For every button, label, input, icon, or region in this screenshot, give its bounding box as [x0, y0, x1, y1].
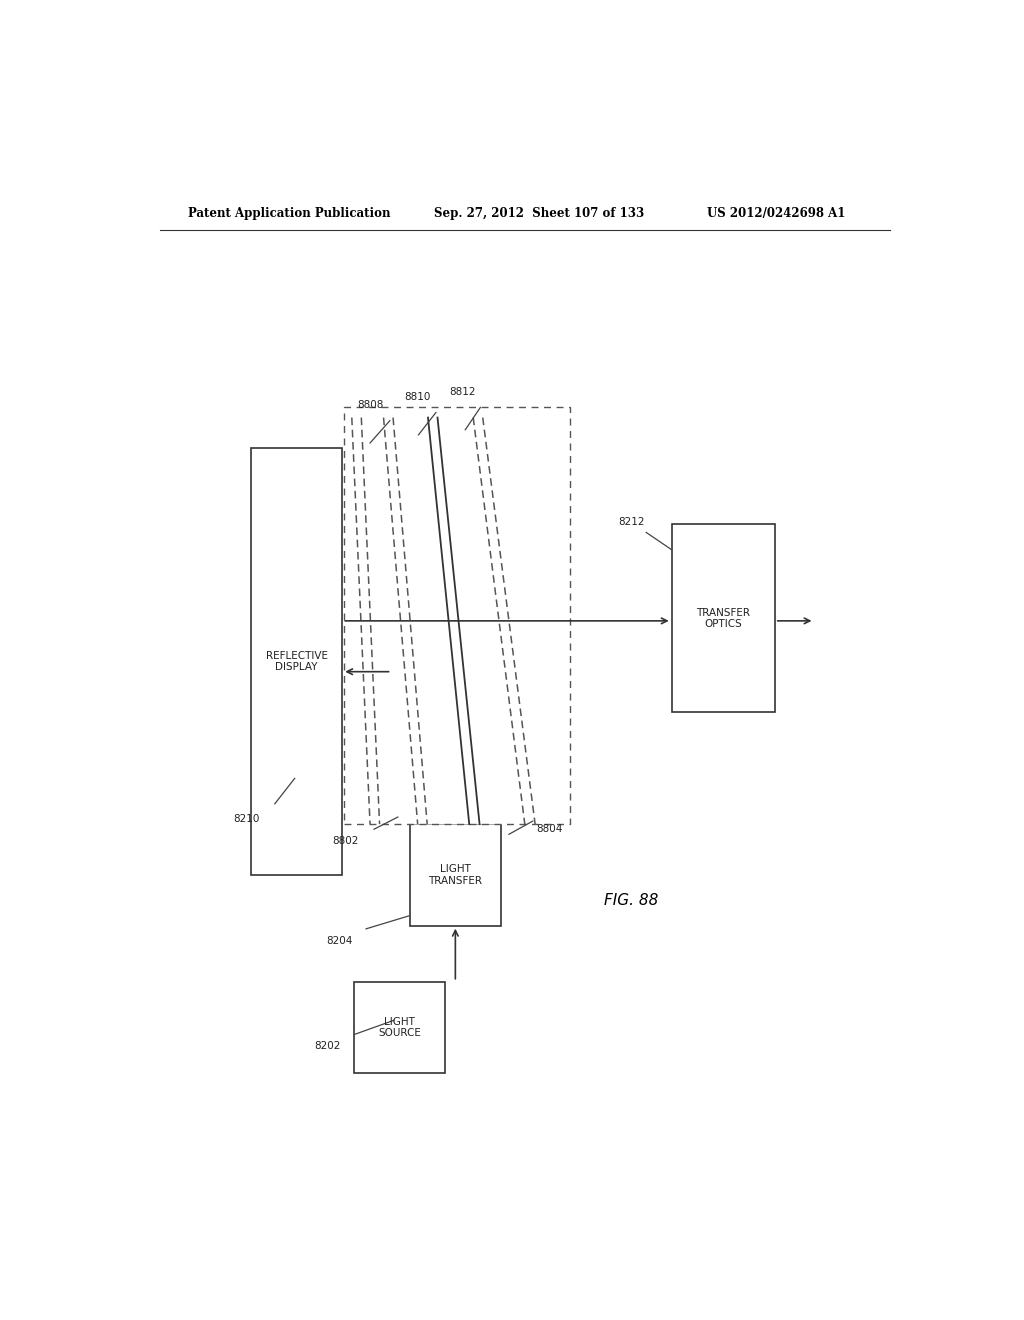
Bar	[410, 824, 501, 925]
Text: 8204: 8204	[327, 936, 353, 946]
Bar	[354, 982, 445, 1073]
Text: LIGHT
TRANSFER: LIGHT TRANSFER	[428, 865, 482, 886]
Text: 8812: 8812	[450, 387, 476, 397]
Bar	[251, 447, 342, 875]
Text: 8210: 8210	[233, 814, 260, 824]
Text: REFLECTIVE
DISPLAY: REFLECTIVE DISPLAY	[265, 651, 328, 672]
Text: 8212: 8212	[618, 517, 645, 527]
Text: TRANSFER
OPTICS: TRANSFER OPTICS	[696, 607, 751, 630]
Bar	[344, 408, 570, 824]
Text: 8802: 8802	[333, 837, 359, 846]
Text: FIG. 88: FIG. 88	[604, 892, 658, 908]
Text: 8202: 8202	[314, 1040, 341, 1051]
Text: 8810: 8810	[404, 392, 431, 403]
Text: US 2012/0242698 A1: US 2012/0242698 A1	[708, 207, 846, 220]
Text: 8808: 8808	[357, 400, 384, 411]
Bar	[672, 524, 775, 713]
Text: Sep. 27, 2012  Sheet 107 of 133: Sep. 27, 2012 Sheet 107 of 133	[433, 207, 644, 220]
Text: Patent Application Publication: Patent Application Publication	[187, 207, 390, 220]
Text: 8804: 8804	[537, 824, 563, 834]
Text: LIGHT
SOURCE: LIGHT SOURCE	[379, 1016, 421, 1039]
